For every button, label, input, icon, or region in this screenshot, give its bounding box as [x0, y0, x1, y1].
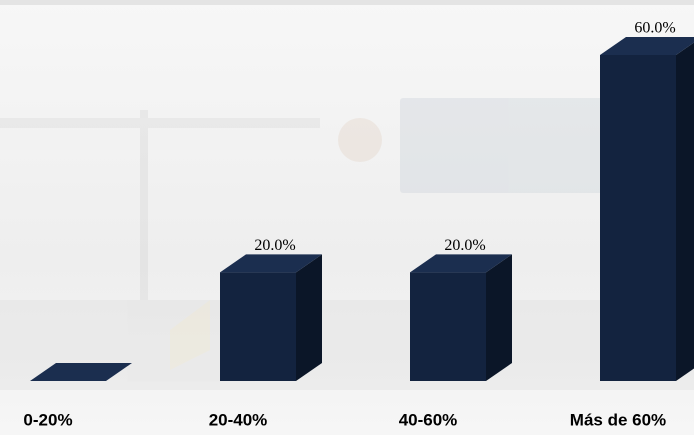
value-label: 60.0%	[634, 20, 675, 37]
bar-top	[600, 37, 694, 55]
bar-top	[410, 254, 512, 273]
plot-area: 0-20% 20.0% 20-40% 20.0% 40-60% 60.0% Más de 6…	[23, 20, 694, 429]
x-tick-label: 0-20%	[23, 410, 72, 429]
value-label: 20.0%	[254, 237, 295, 254]
bar-side	[676, 42, 694, 381]
bar	[600, 55, 676, 381]
bar	[410, 272, 486, 381]
value-label: 20.0%	[444, 237, 485, 254]
bar-side	[296, 254, 322, 381]
x-tick-label: 40-60%	[399, 410, 458, 429]
top-strip	[0, 0, 694, 5]
x-tick-label: Más de 60%	[570, 410, 666, 429]
bar-top	[220, 254, 322, 273]
bar-top	[30, 363, 132, 381]
bar-side	[486, 254, 512, 381]
x-tick-label: 20-40%	[209, 410, 268, 429]
background-photo	[0, 98, 694, 390]
bar	[220, 272, 296, 381]
